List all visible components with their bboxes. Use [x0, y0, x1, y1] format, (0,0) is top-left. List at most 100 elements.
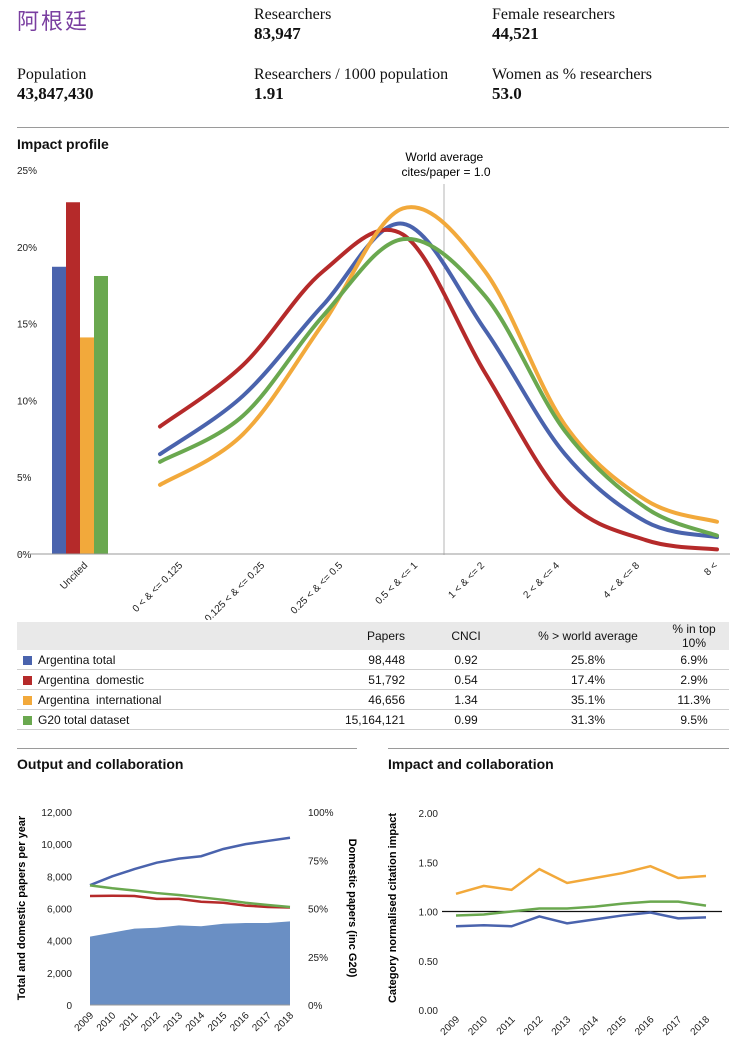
x-axis-labels: Uncited 0 < & <= 0.125 0.125 < & <= 0.25 0.…: [58, 560, 720, 620]
domestic-papers-area: [90, 921, 290, 1005]
y-tick-label: 0.00: [419, 1006, 439, 1017]
table-cell: Argentina domestic: [17, 669, 289, 690]
series-line: [89, 884, 291, 909]
table-header: % > world average: [517, 622, 659, 650]
table-cell: 51,792: [289, 669, 415, 690]
table-header: % in top 10%: [659, 622, 729, 650]
y-tick-label: 12,000: [41, 808, 72, 819]
table-header: Papers: [289, 622, 415, 650]
uncited-bar: [94, 275, 108, 554]
series-line: [158, 227, 719, 552]
series-name: G20 total dataset: [38, 712, 130, 727]
x-tick-label: 0.5 < & <= 1: [374, 560, 421, 607]
table-header: CNCI: [415, 622, 517, 650]
series-line: [158, 205, 719, 524]
y-axis-ticks: 25% 20% 15% 10% 5% 0%: [17, 166, 37, 561]
x-tick-label: 0.125 < & <= 0.25: [203, 560, 268, 620]
y-tick-label: 25%: [17, 166, 37, 177]
table-cell: 31.3%: [517, 709, 659, 730]
x-tick-label: 2011: [495, 1014, 518, 1037]
y-tick-label: 1.00: [419, 908, 439, 919]
y2-tick-label: 0%: [308, 1001, 323, 1012]
table-cell: Argentina international: [17, 689, 289, 710]
table-cell: 46,656: [289, 689, 415, 710]
x-tick-label: 2009: [439, 1014, 463, 1038]
x-tick-label: 2013: [550, 1014, 574, 1038]
output-plot: 12,000 10,000 8,000 6,000 4,000 2,000 0 100% 75%…: [41, 808, 333, 1034]
y2-tick-label: 25%: [308, 953, 328, 964]
series-line: [455, 864, 707, 895]
table-body: Argentina total 98,448 0.92 25.8% 6.9% Argent…: [17, 650, 729, 730]
y-tick-label: 4,000: [47, 937, 72, 948]
table-cell: 0.54: [415, 669, 517, 690]
table-cell: G20 total dataset: [17, 709, 289, 730]
x-tick-label: 2012: [139, 1010, 163, 1034]
table-cell: 2.9%: [659, 669, 729, 690]
y-tick-label: 0%: [17, 550, 32, 561]
x-tick-label: 0.25 < & <= 0.5: [289, 560, 346, 617]
series-name: Argentina domestic: [38, 672, 145, 687]
x-tick-label: 2014: [184, 1010, 208, 1034]
table-cell: 6.9%: [659, 650, 729, 670]
x-tick-label: 2015: [605, 1014, 629, 1038]
output-collab-title: Output and collaboration: [17, 756, 184, 772]
stat-female-researchers: Female researchers 44,521: [492, 6, 615, 44]
stat-value: 83,947: [254, 24, 301, 43]
table-cell: 35.1%: [517, 689, 659, 710]
x-tick-label: 2010: [95, 1010, 119, 1034]
annotation-line: World average: [405, 150, 483, 164]
series-line: [455, 900, 707, 917]
y2-tick-label: 75%: [308, 856, 328, 867]
series-swatch: [23, 675, 32, 685]
x-tick-label: 2011: [118, 1010, 141, 1033]
y-axis-label: Total and domestic papers per year: [16, 815, 28, 1000]
x-tick-label: 4 < & <= 8: [602, 560, 643, 601]
x-tick-label: Uncited: [58, 560, 90, 592]
table-cell: 0.99: [415, 709, 517, 730]
x-tick-label: 2017: [661, 1014, 685, 1038]
y-tick-label: 1.50: [419, 858, 439, 869]
divider: [388, 748, 729, 749]
y2-tick-label: 50%: [308, 905, 328, 916]
table-cell: 9.5%: [659, 709, 729, 730]
table-cell: Argentina total: [17, 650, 289, 670]
series-name: Argentina total: [38, 652, 116, 667]
stat-value: 43,847,430: [17, 84, 94, 103]
x-tick-label: 2014: [577, 1014, 601, 1038]
series-line: [158, 221, 719, 540]
uncited-bar: [80, 337, 94, 554]
table-cell: 11.3%: [659, 689, 729, 710]
x-tick-label: 2018: [689, 1014, 713, 1038]
stat-label: Researchers / 1000 population: [254, 66, 449, 83]
impact-series-lines: [158, 205, 719, 552]
series-swatch: [23, 715, 32, 725]
y-axis-label: Category normalised citation impact: [387, 813, 399, 1003]
stat-label: Population: [17, 66, 87, 83]
y-tick-label: 8,000: [47, 872, 72, 883]
output-collaboration-chart: Total and domestic papers per year Domes…: [16, 808, 358, 1034]
table-header-row: Papers CNCI % > world average % in top 1…: [17, 622, 729, 650]
impact-collaboration-chart: Category normalised citation impact 2.00…: [387, 809, 722, 1038]
table-header: [17, 622, 289, 650]
x-tick-label: 0 < & <= 0.125: [131, 560, 186, 615]
series-line: [89, 894, 291, 909]
y-tick-label: 10,000: [41, 840, 72, 851]
table-row: Argentina total 98,448 0.92 25.8% 6.9%: [17, 650, 729, 670]
stat-label: Women as % researchers: [492, 66, 652, 83]
series-line: [89, 836, 291, 887]
y2-axis-label: Domestic papers (inc G20): [346, 839, 358, 978]
series-line: [158, 236, 719, 538]
series-swatch: [23, 655, 32, 665]
x-tick-label: 2013: [161, 1010, 185, 1034]
series-swatch: [23, 695, 32, 705]
series-name: Argentina international: [38, 692, 162, 707]
table-cell: 98,448: [289, 650, 415, 670]
x-tick-label: 2 < & <= 4: [522, 560, 563, 601]
y2-tick-label: 100%: [308, 808, 334, 819]
stat-women-percent: Women as % researchers 53.0: [492, 66, 652, 104]
impact-profile-chart: 25% 20% 15% 10% 5% 0% World average cites/pap…: [17, 150, 730, 620]
y-tick-label: 0: [66, 1001, 72, 1012]
stat-researchers: Researchers 83,947: [254, 6, 331, 44]
impact-profile-title: Impact profile: [17, 136, 109, 152]
